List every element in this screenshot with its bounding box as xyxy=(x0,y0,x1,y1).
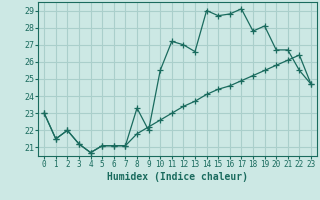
X-axis label: Humidex (Indice chaleur): Humidex (Indice chaleur) xyxy=(107,172,248,182)
